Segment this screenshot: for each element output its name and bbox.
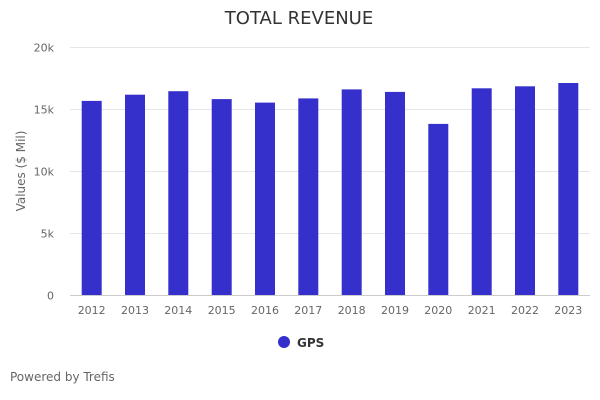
- bar-2019: [385, 91, 405, 296]
- y-tick-label: 0: [47, 290, 54, 303]
- y-tick-label: 20k: [34, 42, 55, 55]
- y-tick-label: 15k: [34, 104, 55, 117]
- bar-2017: [298, 98, 319, 296]
- bar-2021: [471, 88, 492, 295]
- bar-2015: [211, 99, 232, 295]
- x-tick-label: 2022: [511, 304, 539, 317]
- y-tick-label: 10k: [34, 166, 55, 179]
- bar-2014: [168, 91, 189, 295]
- x-tick-label: 2012: [78, 304, 106, 317]
- bar-2012: [81, 100, 102, 296]
- x-tick-label: 2021: [468, 304, 496, 317]
- x-tick-label: 2013: [121, 304, 149, 317]
- bar-2020: [428, 123, 449, 296]
- y-tick-label: 5k: [41, 228, 55, 241]
- bar-2018: [341, 89, 362, 296]
- bar-2023: [558, 83, 579, 295]
- bar-2022: [515, 86, 535, 295]
- legend-label-gps[interactable]: GPS: [297, 336, 324, 350]
- legend[interactable]: GPS: [278, 336, 324, 350]
- x-tick-label: 2014: [164, 304, 192, 317]
- y-axis-label: Values ($ Mil): [14, 131, 28, 212]
- x-tick-label: 2018: [338, 304, 366, 317]
- bar-2016: [255, 102, 275, 295]
- x-tick-label: 2020: [424, 304, 452, 317]
- x-tick-label: 2019: [381, 304, 409, 317]
- bar-2013: [125, 94, 145, 295]
- powered-by-footer[interactable]: Powered by Trefis: [10, 370, 115, 384]
- x-tick-label: 2015: [208, 304, 236, 317]
- x-tick-label: 2017: [294, 304, 322, 317]
- legend-marker-gps[interactable]: [278, 336, 290, 348]
- x-tick-label: 2023: [554, 304, 582, 317]
- x-tick-label: 2016: [251, 304, 279, 317]
- chart-title: TOTAL REVENUE: [224, 8, 373, 29]
